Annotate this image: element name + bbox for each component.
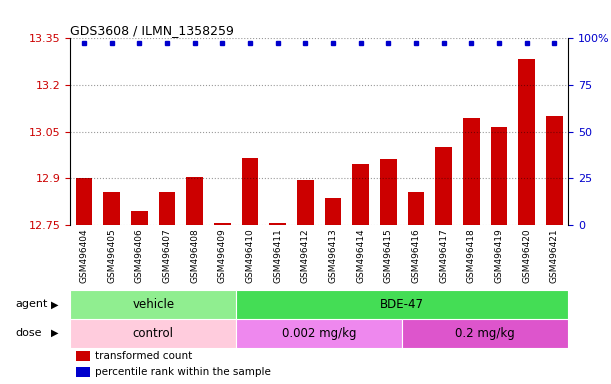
Text: ▶: ▶: [51, 328, 59, 338]
Text: GSM496420: GSM496420: [522, 228, 531, 283]
Text: GSM496407: GSM496407: [163, 228, 172, 283]
Bar: [186, 177, 203, 225]
Text: control: control: [133, 327, 174, 339]
Bar: [436, 147, 452, 225]
Bar: [269, 223, 286, 225]
Text: BDE-47: BDE-47: [380, 298, 424, 311]
Bar: [491, 127, 507, 225]
Text: transformed count: transformed count: [95, 351, 192, 361]
Bar: [214, 223, 231, 225]
Text: dose: dose: [15, 328, 42, 338]
Text: GSM496413: GSM496413: [329, 228, 338, 283]
Bar: [236, 290, 568, 319]
Text: agent: agent: [15, 299, 48, 310]
Bar: [408, 192, 425, 225]
Text: GSM496415: GSM496415: [384, 228, 393, 283]
Text: GSM496419: GSM496419: [494, 228, 503, 283]
Bar: [546, 116, 563, 225]
Bar: [353, 164, 369, 225]
Text: GSM496409: GSM496409: [218, 228, 227, 283]
Text: GSM496410: GSM496410: [246, 228, 255, 283]
Text: GSM496421: GSM496421: [550, 228, 559, 283]
Text: GDS3608 / ILMN_1358259: GDS3608 / ILMN_1358259: [70, 24, 234, 37]
Bar: [236, 319, 402, 348]
Text: GSM496418: GSM496418: [467, 228, 476, 283]
Text: GSM496414: GSM496414: [356, 228, 365, 283]
Bar: [297, 180, 313, 225]
Bar: [76, 351, 90, 361]
Bar: [402, 319, 568, 348]
Bar: [70, 319, 236, 348]
Bar: [70, 290, 236, 319]
Text: 0.2 mg/kg: 0.2 mg/kg: [455, 327, 515, 339]
Bar: [103, 192, 120, 225]
Text: GSM496417: GSM496417: [439, 228, 448, 283]
Text: GSM496408: GSM496408: [190, 228, 199, 283]
Text: GSM496412: GSM496412: [301, 228, 310, 283]
Text: 0.002 mg/kg: 0.002 mg/kg: [282, 327, 356, 339]
Bar: [131, 211, 148, 225]
Text: GSM496406: GSM496406: [135, 228, 144, 283]
Bar: [518, 59, 535, 225]
Text: GSM496404: GSM496404: [79, 228, 89, 283]
Bar: [242, 158, 258, 225]
Bar: [76, 367, 90, 377]
Text: GSM496405: GSM496405: [108, 228, 116, 283]
Text: GSM496416: GSM496416: [412, 228, 420, 283]
Bar: [159, 192, 175, 225]
Bar: [325, 198, 342, 225]
Text: ▶: ▶: [51, 299, 59, 310]
Text: vehicle: vehicle: [132, 298, 174, 311]
Bar: [380, 159, 397, 225]
Bar: [463, 118, 480, 225]
Bar: [76, 178, 92, 225]
Text: percentile rank within the sample: percentile rank within the sample: [95, 367, 271, 377]
Text: GSM496411: GSM496411: [273, 228, 282, 283]
